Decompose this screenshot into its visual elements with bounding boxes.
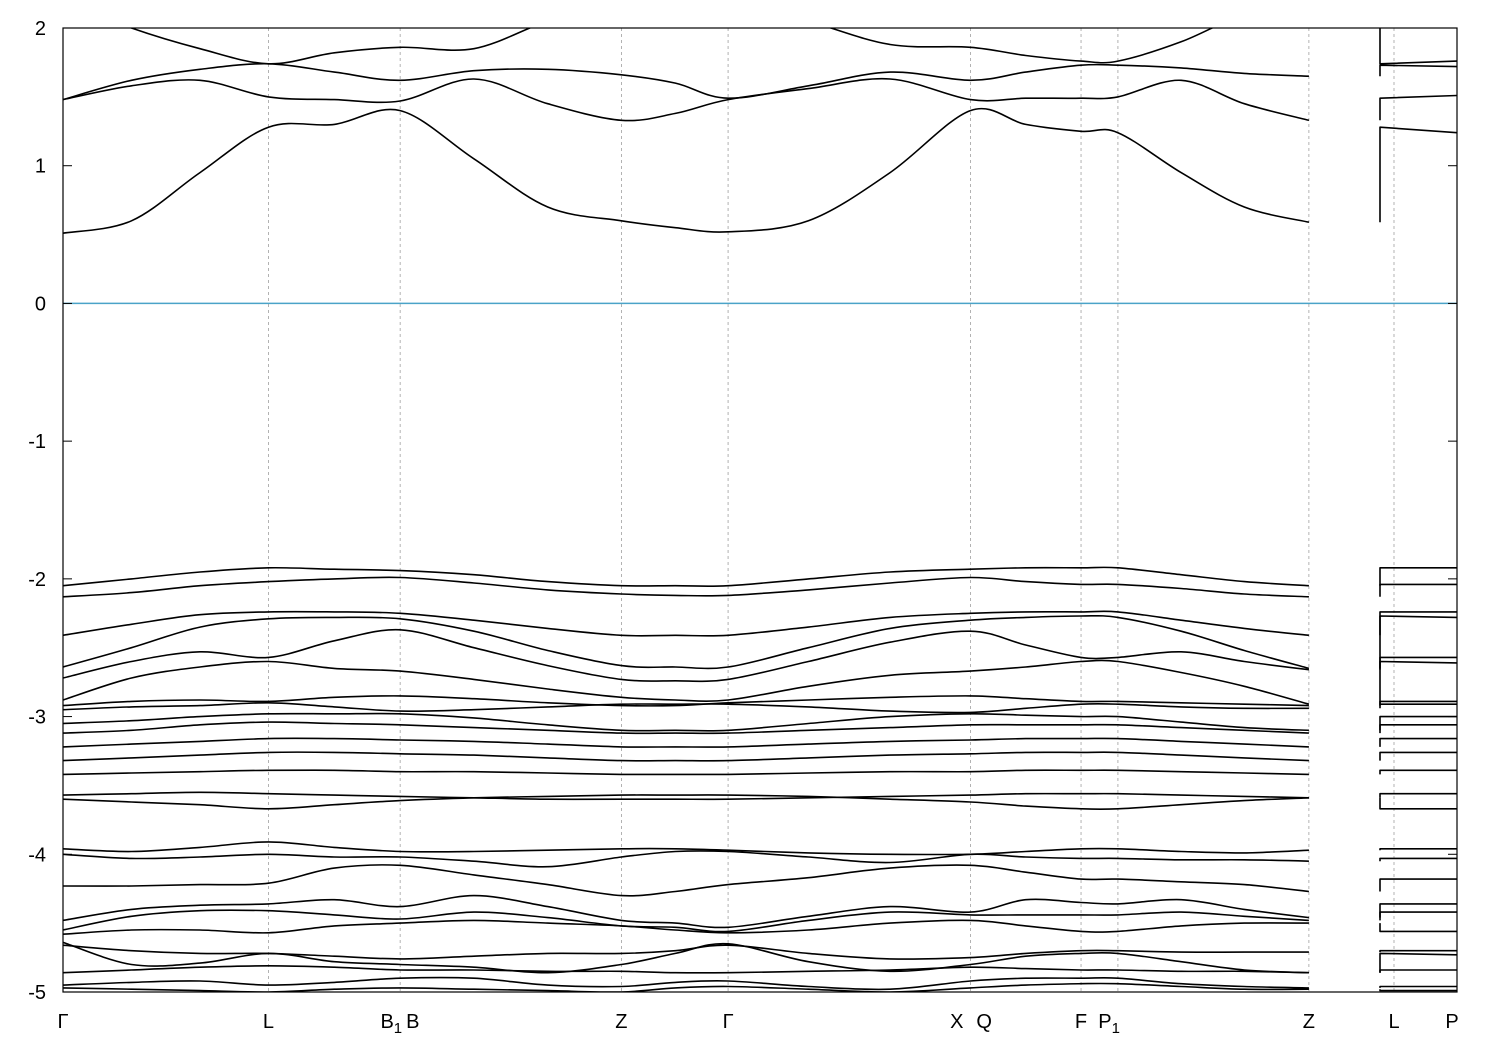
band-17 bbox=[63, 769, 1309, 776]
band-15-lp-segment bbox=[1379, 737, 1457, 747]
x-axis: Γ L B1 B Z Γ X Q F P1 Z L P bbox=[57, 1011, 1458, 1037]
band-18-lp-segment bbox=[1379, 792, 1457, 798]
band-26 bbox=[63, 944, 1309, 960]
band-21-lp-segment bbox=[1379, 857, 1457, 862]
band-24 bbox=[63, 909, 1309, 933]
band-21 bbox=[63, 850, 1309, 868]
band-16 bbox=[63, 751, 1309, 762]
band-1 bbox=[63, 107, 1310, 234]
x-tick-label: Z bbox=[1303, 1011, 1315, 1033]
band-14-lp-segment bbox=[1379, 724, 1457, 734]
kpoint-separator-lines bbox=[268, 28, 1395, 992]
band-11 bbox=[63, 695, 1309, 707]
band-6 bbox=[63, 576, 1309, 598]
band-10 bbox=[63, 659, 1310, 705]
band-22-lp-segment bbox=[1379, 878, 1457, 892]
band-17-lp-segment bbox=[1379, 769, 1457, 775]
band-24-lp-segment bbox=[1379, 911, 1457, 921]
x-tick-label: Γ bbox=[57, 1011, 68, 1033]
band-3 bbox=[63, 62, 1309, 101]
band-19 bbox=[63, 794, 1309, 811]
band-23-lp-segment bbox=[1379, 903, 1457, 918]
band-12 bbox=[63, 701, 1309, 714]
band-25 bbox=[63, 919, 1309, 935]
x-tick-label: P bbox=[1445, 1011, 1458, 1033]
plot-border bbox=[62, 27, 1458, 993]
y-tick-label: -3 bbox=[28, 707, 46, 729]
y-tick-label: -5 bbox=[28, 982, 46, 1004]
band-20 bbox=[63, 841, 1309, 856]
band-16-lp-segment bbox=[1379, 751, 1457, 761]
band-27-lp-segment bbox=[1379, 952, 1457, 973]
band-5 bbox=[63, 566, 1309, 588]
band-1-lp-segment bbox=[1379, 126, 1457, 223]
band-4-lp-segment bbox=[1379, 28, 1457, 65]
x-tick-label: P1 bbox=[1098, 1011, 1120, 1037]
x-tick-label: X bbox=[950, 1011, 963, 1033]
band-19-lp-segment bbox=[1379, 797, 1457, 810]
x-tick-label: L bbox=[1388, 1011, 1399, 1033]
x-tick-label: Γ bbox=[723, 1011, 734, 1033]
band-15 bbox=[63, 737, 1309, 748]
band-5-lp-segment bbox=[1379, 567, 1457, 586]
y-tick-label: -2 bbox=[28, 569, 46, 591]
band-29-lp-segment bbox=[1379, 985, 1457, 988]
x-tick-label: F bbox=[1075, 1011, 1087, 1033]
y-tick-label: -1 bbox=[28, 431, 46, 453]
band-7 bbox=[63, 610, 1309, 637]
x-tick-label: Q bbox=[976, 1011, 992, 1033]
y-axis: 2 1 0 -1 -2 -3 -4 -5 bbox=[28, 18, 1457, 1004]
band-2 bbox=[63, 77, 1310, 122]
x-tick-label: B bbox=[406, 1011, 419, 1033]
band-26-lp-segment bbox=[1379, 949, 1457, 953]
y-tick-label: 0 bbox=[35, 293, 46, 315]
y-tick-label: 1 bbox=[35, 156, 46, 178]
band-9-lp-segment bbox=[1379, 656, 1457, 670]
band-27 bbox=[63, 941, 1309, 974]
band-23 bbox=[63, 894, 1309, 929]
band-28-lp-segment bbox=[1379, 969, 1457, 973]
band-9 bbox=[63, 628, 1309, 683]
band-22 bbox=[63, 864, 1309, 897]
x-tick-label: Z bbox=[615, 1011, 627, 1033]
x-tick-label: L bbox=[263, 1011, 274, 1033]
band-6-lp-segment bbox=[1379, 583, 1457, 597]
band-8 bbox=[63, 614, 1310, 670]
band-lines bbox=[63, 28, 1457, 992]
band-18 bbox=[63, 791, 1309, 801]
band-30-lp-segment bbox=[1379, 989, 1457, 992]
band-12-lp-segment bbox=[1379, 703, 1457, 709]
band-13-lp-segment bbox=[1379, 715, 1457, 731]
band-25-lp-segment bbox=[1379, 923, 1457, 933]
band-3-lp-segment bbox=[1379, 64, 1457, 77]
band-8-lp-segment bbox=[1379, 615, 1457, 669]
band-10-lp-segment bbox=[1379, 660, 1457, 705]
band-20-lp-segment bbox=[1379, 848, 1457, 851]
y-tick-label: 2 bbox=[35, 18, 46, 40]
band-13 bbox=[63, 712, 1309, 732]
x-tick-label: B1 bbox=[380, 1011, 402, 1037]
band-29 bbox=[63, 976, 1309, 991]
y-tick-label: -4 bbox=[28, 844, 46, 866]
band-14 bbox=[63, 721, 1309, 735]
plot-frame bbox=[62, 27, 1458, 993]
band-2-lp-segment bbox=[1379, 94, 1457, 121]
band-28 bbox=[63, 965, 1309, 974]
band-4 bbox=[129, 28, 1214, 65]
